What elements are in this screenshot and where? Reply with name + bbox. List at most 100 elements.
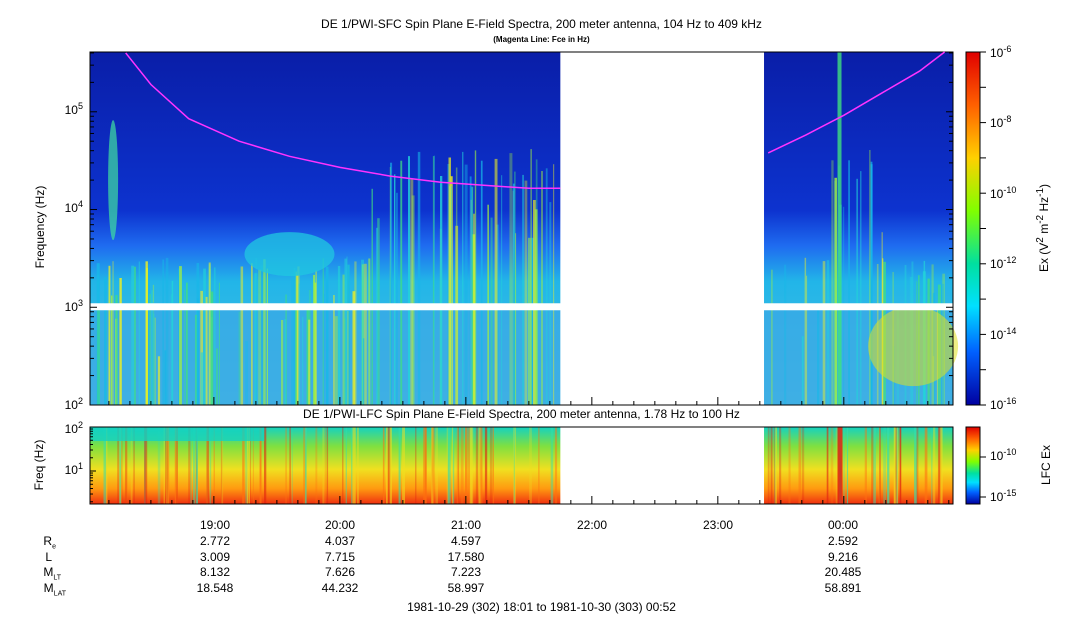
sfc-streak [390,162,393,405]
lfc-streak [513,427,515,504]
sfc-streak [152,284,155,405]
lfc-streak [550,427,554,504]
sfc-feature [837,52,842,405]
sfc-streak [203,268,206,405]
sfc-streak [170,294,172,405]
lfc-streak [289,427,291,504]
sfc-streak [323,293,325,405]
sfc-streak [281,320,284,405]
lfc-streak [431,427,434,504]
sfc-band-separator [90,303,953,311]
lfc-streak [249,427,251,504]
sfc-streak [522,174,524,405]
sfc-streak [119,278,122,405]
lfc-streak [259,427,262,504]
sfc-streak [138,261,140,405]
sfc-streak [501,175,503,405]
lfc-streak [554,427,558,504]
lfc-streak [939,427,942,504]
lfc-streak [898,427,902,504]
lfc-streak [939,427,943,504]
sfc-streak [432,156,435,405]
sfc-streak [801,336,804,405]
sfc-streak [97,308,100,405]
lfc-title: DE 1/PWI-LFC Spin Plane E-Field Spectra,… [303,407,740,421]
lfc-streak [206,427,209,504]
lfc-streak [914,427,918,504]
lfc-streak [802,427,805,504]
sfc-streak [293,268,296,405]
sfc-streak [251,263,253,405]
sfc-streak [291,274,294,405]
lfc-streak [873,427,876,504]
sfc-cbar-tick: 10-8 [990,114,1012,130]
ephem-value: 18.548 [196,581,234,595]
lfc-streak [382,427,385,504]
lfc-streak [513,427,516,504]
sfc-streak [134,266,136,405]
lfc-streak [206,427,209,504]
ephem-value: 58.891 [824,581,862,595]
lfc-streak [468,427,470,504]
sfc-streak [152,313,155,405]
lfc-streak [193,427,195,504]
lfc-streak [798,427,802,504]
lfc-streak [144,427,147,504]
sfc-streak [346,256,348,405]
sfc-streak [480,160,483,405]
sfc-streak [530,149,532,405]
sfc-frame [89,51,954,406]
sfc-low-band [90,307,953,405]
lfc-streak [195,427,198,504]
lfc-streak [246,427,249,504]
sfc-streak [831,160,834,405]
lfc-streak [940,427,943,504]
lfc-streak [342,427,344,504]
sfc-streak [152,302,154,405]
sfc-streak [494,158,498,405]
lfc-streak [883,427,887,504]
lfc-streak [924,427,928,504]
sfc-streak [804,257,807,405]
lfc-streak [826,427,829,504]
lfc-y-tick: 101 [64,461,83,477]
sfc-streak [157,356,161,405]
lfc-streak [893,427,897,504]
sfc-streak [263,259,266,405]
lfc-streak [326,427,329,504]
sfc-cbar-tick: 10-14 [990,326,1017,342]
sfc-streak [396,192,398,405]
sfc-streak [186,282,188,405]
x-tick-label: 21:00 [450,518,482,532]
lfc-streak [458,427,460,504]
lfc-streak [864,427,867,504]
lfc-streak [933,427,936,504]
lfc-streak [117,427,120,504]
sfc-streak [822,261,826,405]
sfc-streak [771,269,773,405]
lfc-streak [937,427,940,504]
sfc-streak [411,195,415,405]
lfc-streak [415,427,417,504]
lfc-streak [345,427,347,504]
sfc-streak [817,304,820,405]
x-tick-label: 00:00 [827,518,859,532]
lfc-feature [837,427,843,504]
ephem-value: 44.232 [321,581,359,595]
sfc-subtitle: (Magenta Line: Fce in Hz) [493,35,590,44]
sfc-y-tick: 105 [64,101,83,117]
sfc-cbar-tick: 10-16 [990,396,1017,412]
lfc-streak [402,427,405,504]
lfc-streak [456,427,459,504]
sfc-streak [178,268,180,405]
lfc-streak [479,427,483,504]
sfc-colorbar [965,51,981,406]
sfc-streak [255,258,257,405]
sfc-streak [322,258,324,405]
lfc-streak [357,427,359,504]
lfc-streak [125,427,128,504]
sfc-streak [171,280,174,405]
sfc-streak [509,153,513,405]
sfc-streak [245,341,248,405]
sfc-streak [337,266,341,405]
